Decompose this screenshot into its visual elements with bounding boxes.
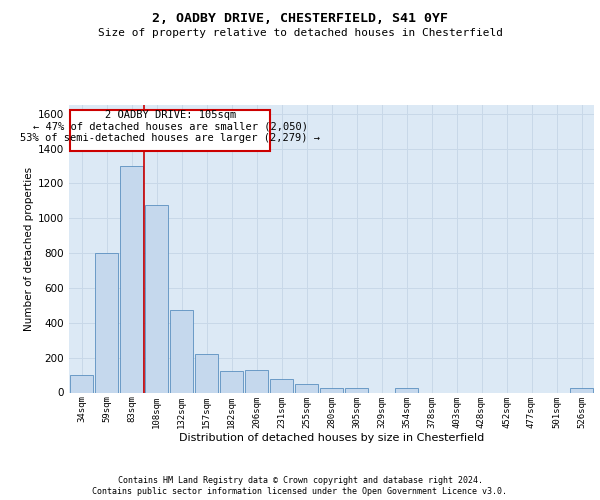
Text: 53% of semi-detached houses are larger (2,279) →: 53% of semi-detached houses are larger (… xyxy=(20,133,320,143)
Bar xyxy=(195,354,218,393)
X-axis label: Distribution of detached houses by size in Chesterfield: Distribution of detached houses by size … xyxy=(179,433,484,443)
Text: 2, OADBY DRIVE, CHESTERFIELD, S41 0YF: 2, OADBY DRIVE, CHESTERFIELD, S41 0YF xyxy=(152,12,448,26)
Bar xyxy=(320,388,343,392)
Bar xyxy=(345,388,368,392)
Text: 2 OADBY DRIVE: 105sqm: 2 OADBY DRIVE: 105sqm xyxy=(104,110,236,120)
Text: Size of property relative to detached houses in Chesterfield: Size of property relative to detached ho… xyxy=(97,28,503,38)
Bar xyxy=(120,166,143,392)
Bar xyxy=(270,380,293,392)
FancyBboxPatch shape xyxy=(70,110,270,151)
Bar xyxy=(145,205,168,392)
Bar xyxy=(220,370,243,392)
Text: Contains HM Land Registry data © Crown copyright and database right 2024.: Contains HM Land Registry data © Crown c… xyxy=(118,476,482,485)
Bar xyxy=(70,375,93,392)
Bar xyxy=(570,388,593,392)
Bar xyxy=(95,253,118,392)
Text: ← 47% of detached houses are smaller (2,050): ← 47% of detached houses are smaller (2,… xyxy=(33,122,308,132)
Bar xyxy=(245,370,268,392)
Y-axis label: Number of detached properties: Number of detached properties xyxy=(24,166,34,331)
Text: Contains public sector information licensed under the Open Government Licence v3: Contains public sector information licen… xyxy=(92,487,508,496)
Bar xyxy=(170,310,193,392)
Bar xyxy=(395,388,418,392)
Bar xyxy=(295,384,318,392)
